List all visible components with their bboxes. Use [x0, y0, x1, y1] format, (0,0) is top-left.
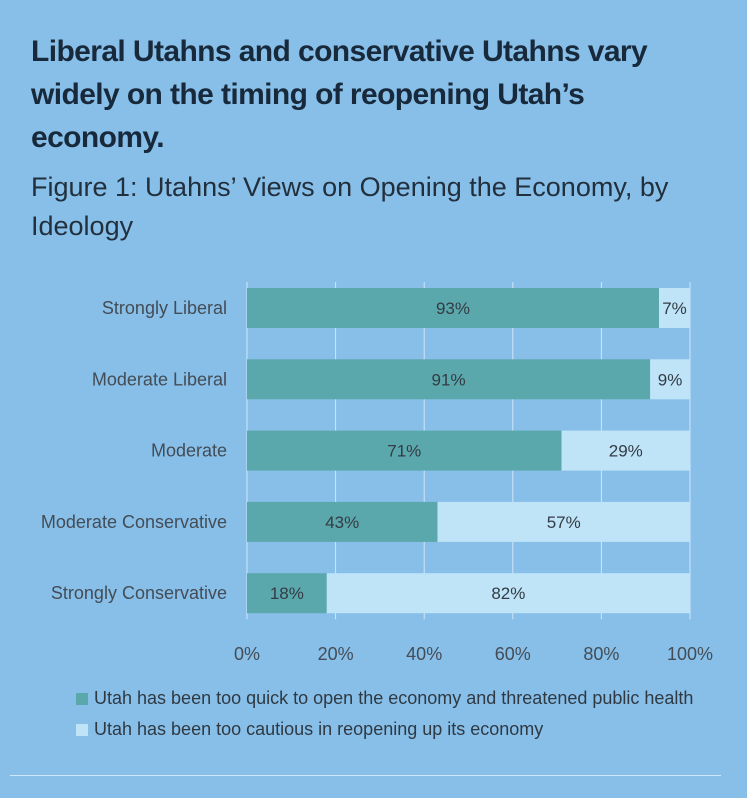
x-tick-label-100: 100%	[667, 644, 713, 664]
value-label-moderate-conservative-series-1: 43%	[325, 513, 359, 532]
value-label-moderate-liberal-series-1: 91%	[432, 370, 466, 389]
category-label-moderate-liberal: Moderate Liberal	[92, 369, 227, 389]
category-label-moderate: Moderate	[151, 441, 227, 461]
x-tick-label-60: 60%	[495, 644, 531, 664]
legend-label-too-quick: Utah has been too quick to open the econ…	[94, 688, 694, 708]
bar-moderate-liberal-series-1	[247, 359, 651, 400]
x-tick-label-80: 80%	[583, 644, 619, 664]
bars	[247, 288, 690, 614]
bar-strongly-liberal-series-1	[247, 288, 659, 328]
headline: Liberal Utahns and conservative Utahns v…	[31, 35, 648, 154]
bar-moderate-series-2	[561, 430, 690, 471]
x-tick-label-0: 0%	[234, 644, 260, 664]
legend-label-too-cautious: Utah has been too cautious in reopening …	[94, 719, 544, 739]
value-label-strongly-liberal-series-2: 7%	[662, 299, 687, 318]
bar-strongly-conservative-series-2	[326, 573, 690, 614]
legend-item-too-cautious: Utah has been too cautious in reopening …	[76, 717, 696, 741]
value-label-strongly-liberal-series-1: 93%	[436, 299, 470, 318]
labels: 0% 20% 40% 60% 80% 100% Strongly Liberal 93% 7% M…	[41, 298, 713, 664]
category-label-strongly-conservative: Strongly Conservative	[51, 583, 227, 603]
bar-moderate-conservative-series-1	[247, 501, 438, 542]
value-label-strongly-conservative-series-2: 82%	[491, 584, 525, 603]
bar-moderate-liberal-series-2	[650, 359, 690, 400]
stacked-bar-chart: 0% 20% 40% 60% 80% 100% Strongly Liberal 93% 7% M…	[41, 282, 713, 664]
bottom-rule	[10, 775, 721, 776]
value-label-strongly-conservative-series-1: 18%	[270, 584, 304, 603]
category-label-strongly-liberal: Strongly Liberal	[102, 298, 227, 318]
bar-strongly-conservative-series-1	[247, 573, 327, 614]
bar-moderate-series-1	[247, 430, 562, 471]
x-tick-label-20: 20%	[318, 644, 354, 664]
bar-moderate-conservative-series-2	[437, 501, 690, 542]
legend: Utah has been too quick to open the econ…	[76, 686, 696, 748]
value-label-moderate-conservative-series-2: 57%	[547, 513, 581, 532]
legend-item-too-quick: Utah has been too quick to open the econ…	[76, 686, 696, 710]
value-label-moderate-series-2: 29%	[609, 442, 643, 461]
bar-strongly-liberal-series-2	[658, 288, 690, 328]
legend-swatch-too-cautious	[76, 724, 88, 736]
value-label-moderate-series-1: 71%	[387, 442, 421, 461]
category-label-moderate-conservative: Moderate Conservative	[41, 512, 227, 532]
value-label-moderate-liberal-series-2: 9%	[658, 370, 683, 389]
legend-swatch-too-quick	[76, 693, 88, 705]
figure-title: Figure 1: Utahns’ Views on Opening the E…	[31, 172, 669, 241]
x-tick-label-40: 40%	[406, 644, 442, 664]
